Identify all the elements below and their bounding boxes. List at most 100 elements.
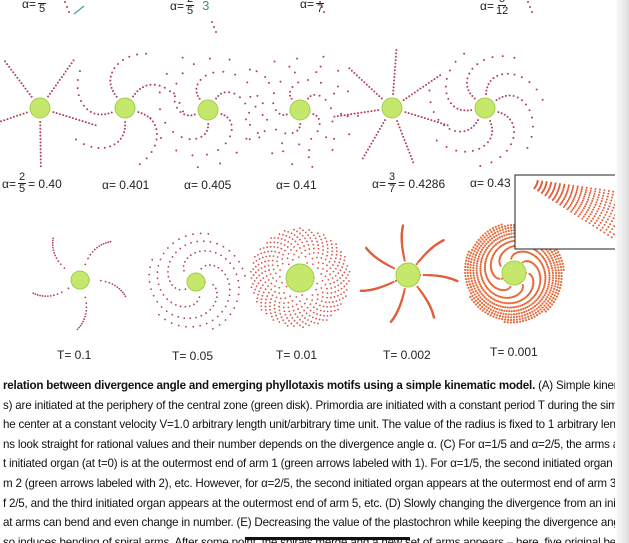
primordium bbox=[273, 61, 275, 63]
primordium bbox=[337, 309, 339, 311]
primordium bbox=[600, 212, 602, 214]
primordium bbox=[98, 245, 100, 247]
primordium bbox=[89, 254, 91, 256]
primordium bbox=[316, 241, 318, 243]
primordium bbox=[549, 298, 551, 300]
primordium bbox=[542, 296, 544, 298]
primordium bbox=[344, 271, 346, 273]
primordium bbox=[567, 208, 569, 210]
primordium bbox=[185, 235, 187, 237]
primordium bbox=[397, 123, 399, 125]
primordium bbox=[472, 283, 474, 285]
primordium bbox=[471, 289, 473, 291]
primordium bbox=[168, 266, 170, 268]
primordium bbox=[309, 248, 311, 250]
primordium bbox=[485, 302, 487, 304]
primordium bbox=[270, 246, 272, 248]
primordium bbox=[488, 233, 490, 235]
primordium bbox=[602, 197, 604, 199]
primordium bbox=[340, 303, 342, 305]
primordium bbox=[605, 229, 607, 231]
caption-text: ns look straight for rational values and… bbox=[3, 438, 629, 451]
primordium bbox=[499, 301, 501, 303]
primordium bbox=[280, 248, 282, 250]
primordium bbox=[343, 260, 345, 262]
primordium bbox=[303, 245, 305, 247]
primordium bbox=[333, 138, 335, 140]
primordium bbox=[360, 112, 362, 114]
primordium bbox=[536, 308, 538, 310]
primordium bbox=[310, 310, 312, 312]
label-prefix: α= bbox=[22, 0, 36, 11]
primordium bbox=[317, 130, 319, 132]
primordium bbox=[485, 249, 487, 251]
primordium bbox=[19, 114, 21, 116]
primordium bbox=[325, 284, 327, 286]
primordium bbox=[523, 311, 525, 313]
primordium bbox=[53, 87, 55, 89]
primordium bbox=[372, 140, 374, 142]
primordium bbox=[364, 111, 366, 113]
primordium bbox=[94, 249, 96, 251]
t-label: T= 0.01 bbox=[276, 348, 317, 362]
primordium bbox=[348, 67, 350, 69]
primordium bbox=[477, 302, 479, 304]
primordium bbox=[483, 253, 485, 255]
primordium bbox=[483, 304, 485, 306]
primordium bbox=[229, 294, 231, 296]
primordium bbox=[552, 277, 554, 279]
primordium bbox=[205, 265, 207, 267]
primordium bbox=[480, 259, 482, 261]
primordium bbox=[611, 228, 613, 230]
primordium bbox=[521, 304, 523, 306]
primordium bbox=[598, 194, 600, 196]
primordium bbox=[287, 325, 289, 327]
primordium bbox=[504, 225, 506, 227]
primordium bbox=[544, 270, 546, 272]
primordium bbox=[541, 310, 543, 312]
primordium bbox=[483, 236, 485, 238]
primordium bbox=[522, 308, 524, 310]
primordium bbox=[470, 292, 472, 294]
primordium bbox=[35, 293, 37, 295]
primordium bbox=[255, 106, 257, 108]
primordium bbox=[196, 92, 198, 94]
primordium bbox=[47, 295, 49, 297]
primordium bbox=[561, 260, 563, 262]
primordium bbox=[113, 67, 115, 69]
primordium bbox=[511, 302, 513, 304]
primordium bbox=[517, 305, 519, 307]
primordium bbox=[178, 325, 180, 327]
primordium bbox=[299, 312, 301, 314]
primordium bbox=[195, 138, 197, 140]
primordium bbox=[97, 113, 99, 115]
primordium bbox=[279, 81, 281, 83]
primordium bbox=[585, 189, 587, 191]
primordium bbox=[585, 220, 587, 222]
primordium bbox=[314, 322, 316, 324]
primordium bbox=[491, 237, 493, 239]
primordium bbox=[577, 209, 579, 211]
primordium bbox=[254, 256, 256, 258]
primordium bbox=[331, 243, 333, 245]
primordium bbox=[282, 254, 284, 256]
primordium bbox=[277, 256, 279, 258]
primordium bbox=[502, 306, 504, 308]
primordium bbox=[484, 268, 486, 270]
primordium bbox=[52, 237, 54, 239]
primordium bbox=[128, 56, 130, 58]
primordium bbox=[510, 316, 512, 318]
primordium bbox=[206, 323, 208, 325]
primordium bbox=[14, 74, 16, 76]
primordium bbox=[510, 321, 512, 323]
primordium bbox=[546, 263, 548, 265]
primordium bbox=[248, 112, 250, 114]
primordium bbox=[338, 262, 340, 264]
primordium bbox=[212, 328, 214, 330]
primordium bbox=[390, 321, 392, 323]
primordium bbox=[16, 77, 18, 79]
primordium bbox=[142, 86, 144, 88]
primordium bbox=[509, 306, 511, 308]
primordium bbox=[464, 151, 466, 153]
primordium bbox=[40, 165, 42, 167]
